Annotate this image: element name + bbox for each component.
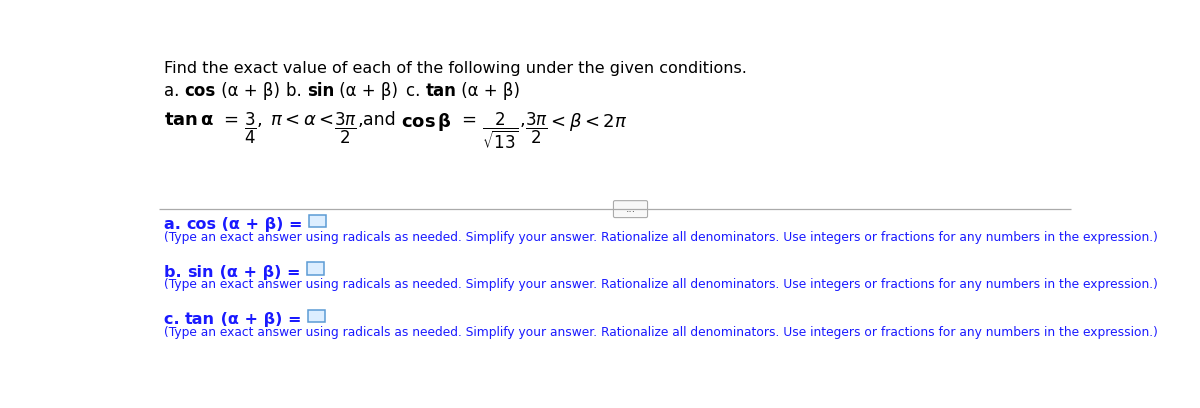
Text: (α + β): (α + β) xyxy=(216,82,280,100)
Text: $,\;\pi<\alpha<$: $,\;\pi<\alpha<$ xyxy=(257,111,334,129)
Text: sin: sin xyxy=(307,82,334,100)
Text: cos: cos xyxy=(186,217,216,232)
FancyBboxPatch shape xyxy=(307,262,324,275)
Text: a.: a. xyxy=(164,217,186,232)
Text: $\dfrac{3\pi}{2}$: $\dfrac{3\pi}{2}$ xyxy=(334,111,356,146)
Text: $\dfrac{2}{\sqrt{13}}$: $\dfrac{2}{\sqrt{13}}$ xyxy=(481,111,518,151)
FancyBboxPatch shape xyxy=(613,201,648,217)
Text: Find the exact value of each of the following under the given conditions.: Find the exact value of each of the foll… xyxy=(164,60,746,75)
Text: $\dfrac{3}{4}$: $\dfrac{3}{4}$ xyxy=(244,111,257,146)
FancyBboxPatch shape xyxy=(308,310,325,322)
Text: b.: b. xyxy=(164,264,187,279)
Text: $,\;$: $,\;$ xyxy=(356,111,362,129)
FancyBboxPatch shape xyxy=(310,215,326,227)
Text: b.: b. xyxy=(286,82,307,100)
Text: tan: tan xyxy=(425,82,456,100)
Text: (α + β) =: (α + β) = xyxy=(216,217,308,232)
Text: $,\;$: $,\;$ xyxy=(518,111,524,129)
Text: c.: c. xyxy=(164,312,185,327)
Text: (Type an exact answer using radicals as needed. Simplify your answer. Rationaliz: (Type an exact answer using radicals as … xyxy=(164,231,1158,244)
Text: (α + β): (α + β) xyxy=(334,82,398,100)
Text: (Type an exact answer using radicals as needed. Simplify your answer. Rationaliz: (Type an exact answer using radicals as … xyxy=(164,326,1158,339)
Text: $<\beta<2\pi$: $<\beta<2\pi$ xyxy=(547,111,628,133)
Text: tan: tan xyxy=(185,312,215,327)
Text: (α + β) =: (α + β) = xyxy=(215,312,307,327)
Text: $\dfrac{3\pi}{2}$: $\dfrac{3\pi}{2}$ xyxy=(524,111,547,146)
Text: ...: ... xyxy=(625,204,636,214)
Text: $=$: $=$ xyxy=(451,111,481,129)
Text: (α + β): (α + β) xyxy=(456,82,521,100)
Text: $\mathbf{cos}\,\mathbf{\beta}$: $\mathbf{cos}\,\mathbf{\beta}$ xyxy=(401,111,451,133)
Text: and: and xyxy=(362,111,401,129)
Text: c.: c. xyxy=(406,82,425,100)
Text: $=$: $=$ xyxy=(214,111,244,129)
Text: $\mathbf{tan}\,\mathbf{\alpha}$: $\mathbf{tan}\,\mathbf{\alpha}$ xyxy=(164,111,214,129)
Text: sin: sin xyxy=(187,264,214,279)
Text: a.: a. xyxy=(164,82,185,100)
Text: (α + β) =: (α + β) = xyxy=(214,264,306,279)
Text: cos: cos xyxy=(185,82,216,100)
Text: (Type an exact answer using radicals as needed. Simplify your answer. Rationaliz: (Type an exact answer using radicals as … xyxy=(164,278,1158,291)
